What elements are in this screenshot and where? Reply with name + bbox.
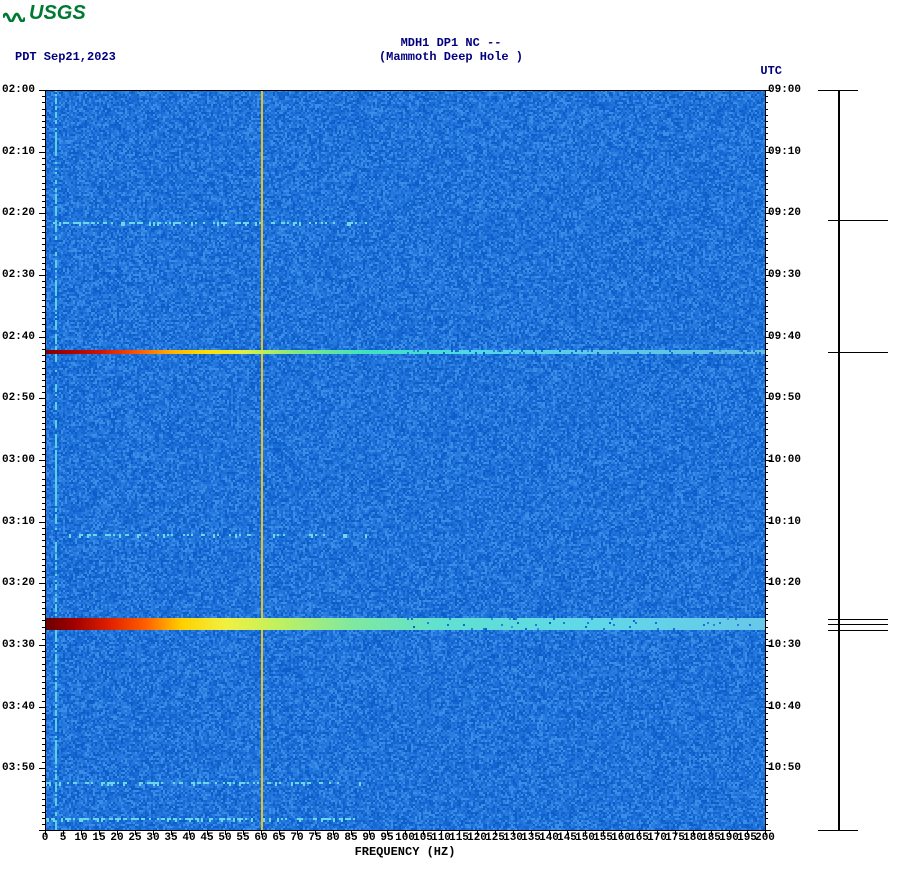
ytick-right: 10:10: [768, 516, 810, 528]
xtick: 135: [521, 832, 541, 844]
xtick: 20: [110, 832, 123, 844]
xtick: 70: [290, 832, 303, 844]
station-name: (Mammoth Deep Hole ): [0, 50, 902, 64]
xtick: 110: [431, 832, 451, 844]
xtick: 85: [344, 832, 357, 844]
spectrogram-canvas: [45, 90, 765, 830]
xtick: 55: [236, 832, 249, 844]
xtick: 115: [449, 832, 469, 844]
ytick-left: 02:20: [2, 207, 42, 219]
ytick-right: 09:30: [768, 269, 810, 281]
xtick: 185: [701, 832, 721, 844]
ytick-right: 10:00: [768, 454, 810, 466]
xtick: 90: [362, 832, 375, 844]
xtick: 150: [575, 832, 595, 844]
ytick-right: 10:30: [768, 639, 810, 651]
utc-label: UTC: [760, 64, 782, 78]
xtick: 65: [272, 832, 285, 844]
xtick: 40: [182, 832, 195, 844]
xtick: 165: [629, 832, 649, 844]
xtick: 155: [593, 832, 613, 844]
x-axis-label: FREQUENCY (HZ): [45, 845, 765, 859]
xtick: 120: [467, 832, 487, 844]
ytick-left: 02:30: [2, 269, 42, 281]
event-marker-rail: [838, 90, 840, 830]
xtick: 15: [92, 832, 105, 844]
station-id: MDH1 DP1 NC --: [0, 36, 902, 50]
ytick-left: 02:00: [2, 84, 42, 96]
ytick-left: 03:00: [2, 454, 42, 466]
ytick-left: 03:40: [2, 701, 42, 713]
xtick: 0: [42, 832, 49, 844]
date-label: PDT Sep21,2023: [15, 50, 116, 64]
logo-text: USGS: [29, 2, 86, 25]
ytick-left: 03:50: [2, 762, 42, 774]
ytick-right: 09:00: [768, 84, 810, 96]
xtick: 50: [218, 832, 231, 844]
spectrogram-plot: [45, 90, 765, 830]
xtick: 95: [380, 832, 393, 844]
xtick: 35: [164, 832, 177, 844]
ytick-left: 03:20: [2, 577, 42, 589]
ytick-left: 03:10: [2, 516, 42, 528]
xtick: 140: [539, 832, 559, 844]
xtick: 10: [74, 832, 87, 844]
xtick: 30: [146, 832, 159, 844]
xtick: 180: [683, 832, 703, 844]
ytick-left: 02:40: [2, 331, 42, 343]
xtick: 25: [128, 832, 141, 844]
xtick: 105: [413, 832, 433, 844]
xtick: 75: [308, 832, 321, 844]
xtick: 5: [60, 832, 67, 844]
ytick-left: 02:50: [2, 392, 42, 404]
xtick: 160: [611, 832, 631, 844]
usgs-logo: USGS: [3, 2, 86, 25]
ytick-right: 10:40: [768, 701, 810, 713]
ytick-right: 10:50: [768, 762, 810, 774]
ytick-left: 02:10: [2, 146, 42, 158]
xtick: 170: [647, 832, 667, 844]
xtick: 145: [557, 832, 577, 844]
xtick: 200: [755, 832, 775, 844]
ytick-right: 09:20: [768, 207, 810, 219]
xtick: 80: [326, 832, 339, 844]
wave-icon: [3, 6, 25, 22]
xtick: 45: [200, 832, 213, 844]
ytick-right: 10:20: [768, 577, 810, 589]
ytick-left: 03:30: [2, 639, 42, 651]
xtick: 190: [719, 832, 739, 844]
ytick-right: 09:40: [768, 331, 810, 343]
ytick-right: 09:50: [768, 392, 810, 404]
xtick: 130: [503, 832, 523, 844]
xtick: 125: [485, 832, 505, 844]
xtick: 100: [395, 832, 415, 844]
xtick: 175: [665, 832, 685, 844]
ytick-right: 09:10: [768, 146, 810, 158]
xtick: 60: [254, 832, 267, 844]
xtick: 195: [737, 832, 757, 844]
header-sub-row: PDT Sep21,2023 (Mammoth Deep Hole ) UTC: [0, 50, 902, 64]
